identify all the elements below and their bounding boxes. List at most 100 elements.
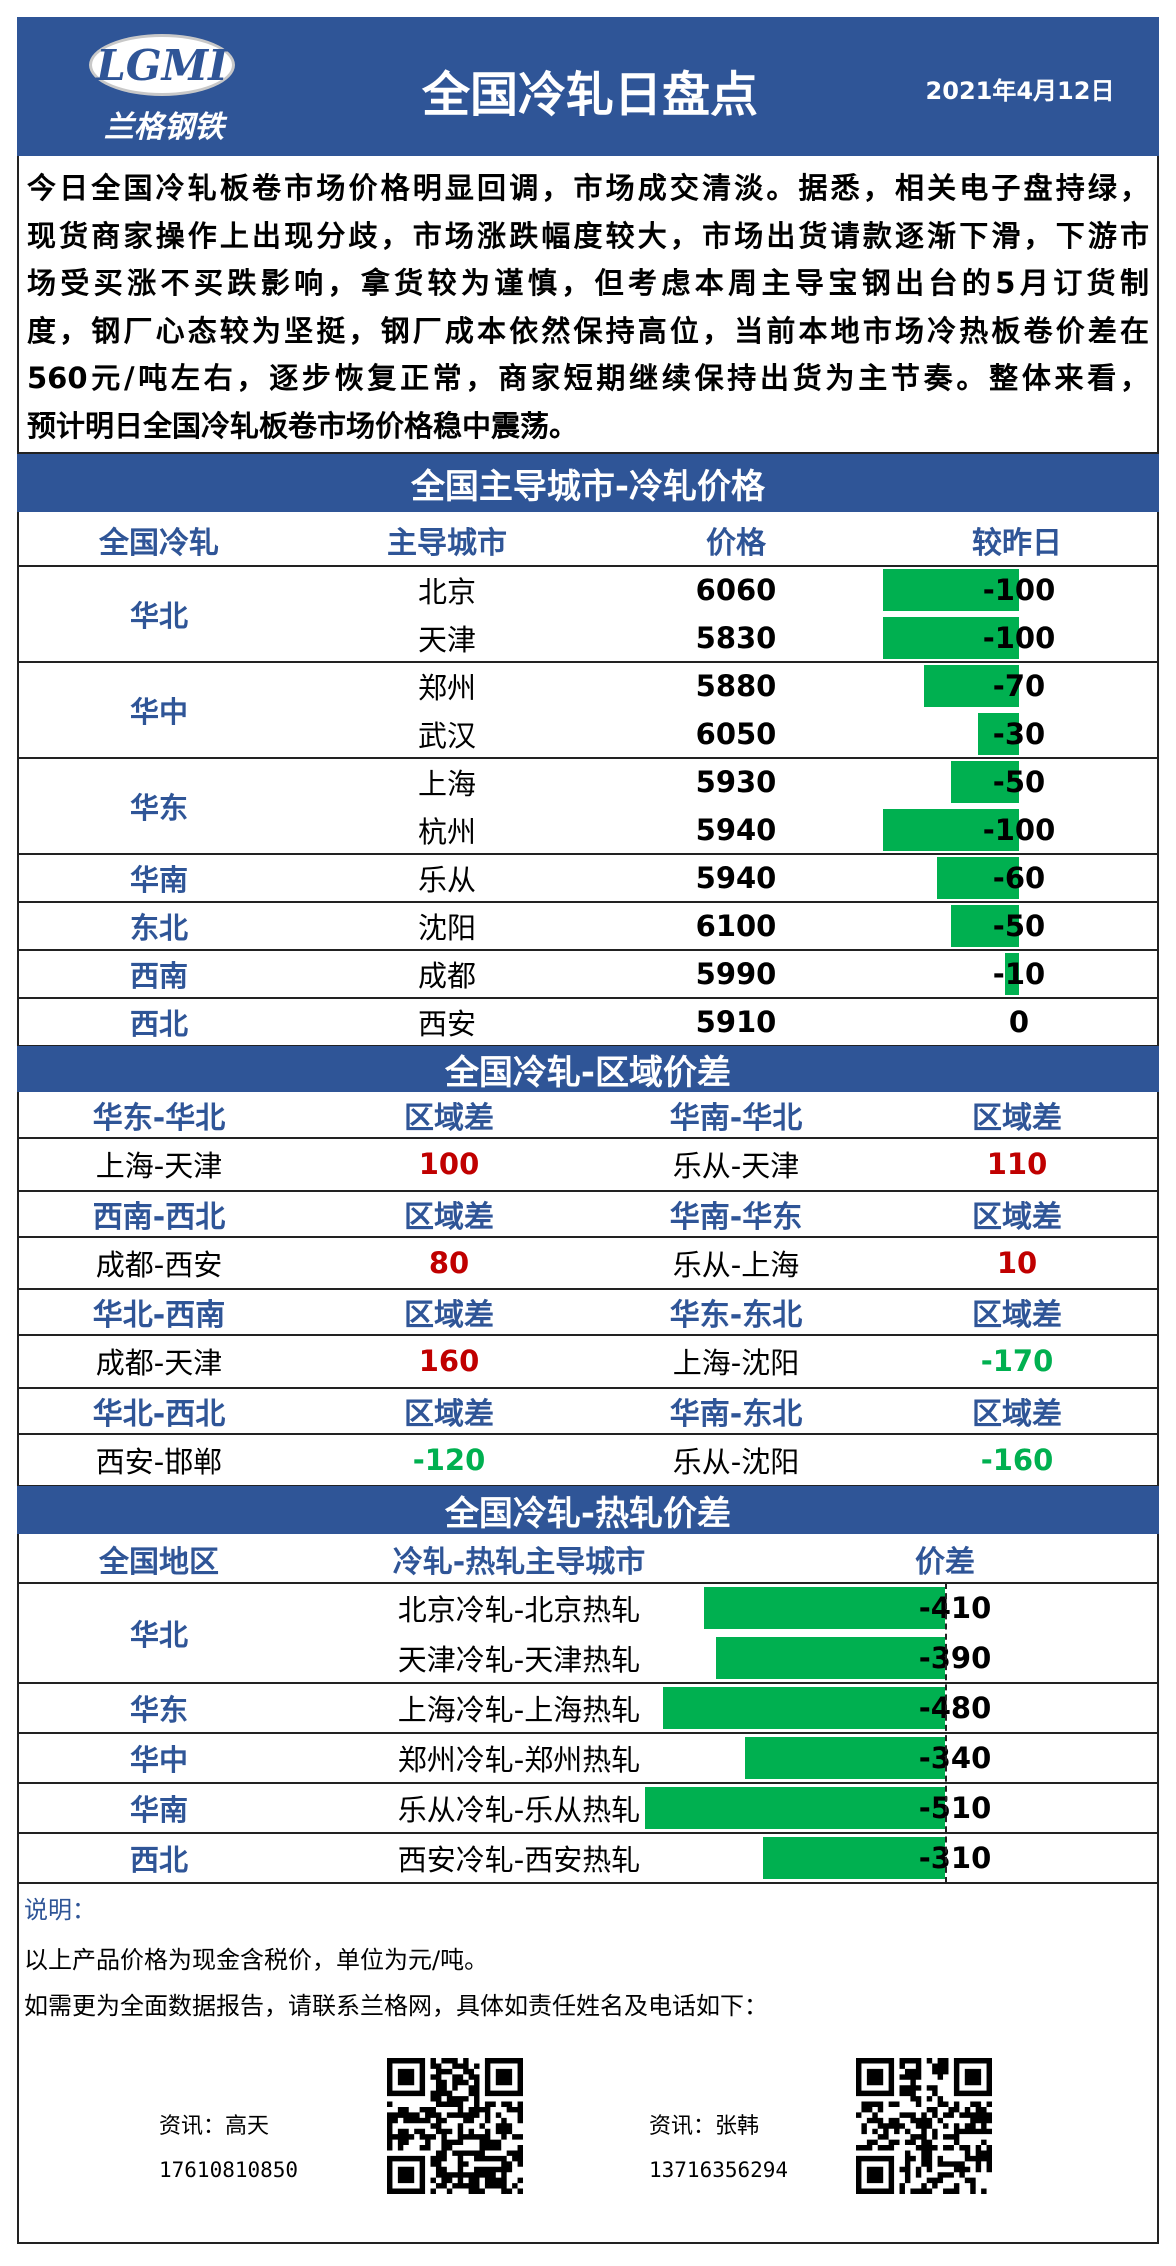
city: 乐从 bbox=[417, 863, 476, 897]
row-line bbox=[17, 565, 1159, 567]
region: 西北 bbox=[129, 1007, 188, 1041]
city: 天津 bbox=[417, 623, 476, 657]
region: 华东 bbox=[129, 791, 188, 825]
qr-modules bbox=[856, 2058, 992, 2194]
qr-code bbox=[387, 2058, 523, 2194]
region: 东北 bbox=[129, 911, 188, 945]
change-bar bbox=[951, 761, 1019, 803]
change-label: -100 bbox=[982, 813, 1056, 847]
diff-bar bbox=[745, 1737, 945, 1779]
diff-header: 区域差 bbox=[404, 1101, 494, 1136]
route: 郑州冷轧-郑州热轧 bbox=[397, 1743, 641, 1777]
row-line bbox=[17, 901, 1159, 903]
row-line bbox=[17, 1882, 1159, 1884]
city: 武汉 bbox=[417, 719, 476, 753]
row-line bbox=[17, 1732, 1159, 1734]
change-bar bbox=[937, 857, 1019, 899]
route: 乐从-天津 bbox=[672, 1149, 800, 1183]
diff-header: 区域差 bbox=[972, 1101, 1062, 1136]
region: 华中 bbox=[129, 695, 188, 729]
price: 6060 bbox=[695, 573, 777, 607]
diff-label: -340 bbox=[918, 1741, 992, 1775]
change-label: -50 bbox=[992, 909, 1046, 943]
row-line bbox=[17, 853, 1159, 855]
row-line bbox=[17, 1432, 1159, 1435]
city: 成都 bbox=[417, 959, 476, 993]
notes-title: 说明： bbox=[24, 1896, 96, 1924]
diff: -120 bbox=[412, 1442, 486, 1477]
summary-line: 今日全国冷轧板卷市场价格明显回调，市场成交清淡。据悉，相关电子盘持绿， bbox=[27, 171, 1149, 205]
row-line bbox=[17, 452, 1159, 454]
row-line bbox=[17, 757, 1159, 759]
route: 上海-沈阳 bbox=[672, 1346, 800, 1380]
change-label: -70 bbox=[992, 669, 1046, 703]
city: 西安 bbox=[417, 1007, 476, 1041]
row-line bbox=[17, 1682, 1159, 1684]
price: 5830 bbox=[695, 621, 777, 655]
diff: 100 bbox=[418, 1147, 480, 1181]
summary-line: 场受买涨不买跌影响，拿货较为谨慎，但考虑本周主导宝钢出台的5月订货制 bbox=[27, 266, 1149, 301]
column-header: 冷轧-热轧主导城市 bbox=[392, 1544, 646, 1580]
row-line bbox=[17, 1235, 1159, 1238]
qr-modules bbox=[387, 2058, 523, 2194]
city: 北京 bbox=[417, 575, 476, 609]
change-label: -100 bbox=[982, 621, 1056, 655]
row-line bbox=[17, 1189, 1159, 1192]
route: 北京冷轧-北京热轧 bbox=[397, 1593, 641, 1627]
price: 6050 bbox=[695, 717, 777, 751]
diff-label: -390 bbox=[918, 1641, 992, 1675]
contact-phone: 17610810850 bbox=[159, 2158, 299, 2182]
change-label: -50 bbox=[992, 765, 1046, 799]
route: 成都-天津 bbox=[95, 1346, 223, 1380]
change-label: -60 bbox=[992, 861, 1046, 895]
qr-code bbox=[856, 2058, 992, 2194]
region: 西北 bbox=[129, 1843, 188, 1877]
row-line bbox=[17, 997, 1159, 999]
diff-bar bbox=[762, 1837, 945, 1879]
route: 成都-西安 bbox=[95, 1247, 223, 1282]
row-line bbox=[17, 1334, 1159, 1336]
change-label: -30 bbox=[992, 717, 1046, 751]
diff-header: 区域差 bbox=[404, 1396, 494, 1432]
price: 5910 bbox=[695, 1005, 777, 1039]
diff-bar bbox=[703, 1587, 945, 1629]
diff-bar bbox=[662, 1687, 945, 1729]
region: 华中 bbox=[129, 1743, 188, 1777]
summary-line: 预计明日全国冷轧板卷市场价格稳中震荡。 bbox=[27, 409, 579, 443]
logo-oval bbox=[89, 34, 235, 96]
region: 华北 bbox=[129, 1618, 188, 1652]
change-bar bbox=[883, 617, 1019, 659]
price: 5930 bbox=[695, 765, 777, 799]
column-header: 主导城市 bbox=[387, 526, 507, 561]
diff-label: -480 bbox=[918, 1691, 992, 1725]
price: 6100 bbox=[695, 909, 777, 943]
summary-line: 560元/吨左右，逐步恢复正常，商家短期继续保持出货为主节奏。整体来看， bbox=[27, 361, 1149, 396]
change-bar bbox=[883, 809, 1019, 851]
diff: -170 bbox=[980, 1344, 1054, 1378]
diff-label: -410 bbox=[918, 1591, 992, 1625]
diff-bar bbox=[715, 1637, 945, 1679]
diff-header: 区域差 bbox=[404, 1199, 494, 1235]
diff-header: 区域差 bbox=[972, 1396, 1062, 1432]
logo-sub: 兰格钢铁 bbox=[104, 110, 224, 145]
row-line bbox=[17, 1582, 1159, 1584]
zero-line bbox=[945, 1583, 947, 1883]
route: 乐从-沈阳 bbox=[672, 1444, 800, 1479]
section-header: 全国主导城市-冷轧价格 bbox=[17, 454, 1159, 512]
notes-line: 以上产品价格为现金含税价，单位为元/吨。 bbox=[24, 1946, 489, 1974]
change-bar bbox=[1005, 953, 1019, 995]
pair: 华东-华北 bbox=[92, 1101, 226, 1136]
change-label: -10 bbox=[992, 957, 1046, 991]
column-header: 全国冷轧 bbox=[99, 526, 219, 561]
diff-header: 区域差 bbox=[972, 1199, 1062, 1235]
section-header: 全国冷轧-区域价差 bbox=[17, 1046, 1159, 1093]
summary-line: 度，钢厂心态较为坚挺，钢厂成本依然保持高位，当前本地市场冷热板卷价差在 bbox=[27, 313, 1149, 348]
route: 西安-邯郸 bbox=[95, 1444, 223, 1479]
diff: 80 bbox=[428, 1245, 470, 1280]
diff-header: 区域差 bbox=[972, 1298, 1062, 1333]
diff: 160 bbox=[418, 1344, 480, 1378]
pair: 西南-西北 bbox=[92, 1199, 226, 1235]
row-line bbox=[17, 661, 1159, 663]
diff-bar bbox=[645, 1787, 945, 1829]
